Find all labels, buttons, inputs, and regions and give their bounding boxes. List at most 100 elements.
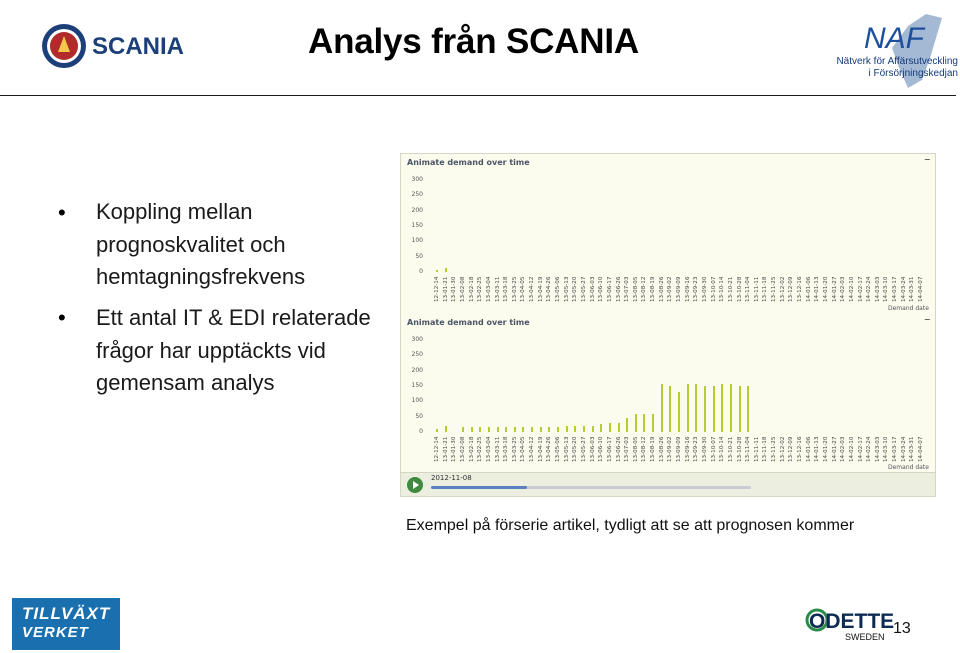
odette-logo: ODETTE SWEDEN [805,604,901,644]
x-tick-label: 13-04-26 [546,436,553,462]
bullet-marker: • [58,305,66,330]
x-tick-label: 13-10-07 [710,436,717,462]
x-tick-label: 13-09-23 [693,276,700,302]
x-tick-label: 13-05-27 [580,436,587,462]
y-tick-label: 150 [411,382,423,389]
chart-bar [470,427,473,432]
chart-bar [669,386,672,432]
x-tick-label: 13-08-12 [641,276,648,302]
x-tick-label: 13-03-11 [494,276,501,302]
chart-bar [479,427,482,432]
x-tick-label: 13-01-21 [442,276,449,302]
svg-text:NAF: NAF [864,22,926,55]
chart-bar [444,267,447,272]
play-icon [413,481,419,489]
x-tick-label: 14-01-13 [814,276,821,302]
timeline-bar [401,472,935,496]
x-tick-label: 13-02-18 [468,436,475,462]
x-tick-label: 13-06-03 [589,276,596,302]
x-tick-label: 13-02-25 [477,276,484,302]
svg-text:SWEDEN: SWEDEN [845,632,885,642]
x-tick-label: 12-12-14 [434,276,440,302]
x-tick-label: 13-09-16 [684,436,691,462]
x-tick-label: 13-06-17 [606,276,613,302]
x-tick-label: 14-01-06 [805,276,812,302]
bullet-text: Ett antal IT & EDI relaterade frågor har… [96,305,371,395]
x-tick-label: 13-11-11 [753,276,760,302]
chart-bar [582,425,585,432]
x-tick-label: 14-03-24 [900,276,907,302]
x-tick-label: 14-02-24 [866,276,873,302]
panel-title: Animate demand over time [407,158,530,167]
play-button[interactable] [407,477,423,493]
chart-bar [539,427,542,432]
bullet-text: Koppling mellan prognoskvalitet och hemt… [96,199,306,289]
x-tick-label: 13-06-03 [589,436,596,462]
y-tick-label: 250 [411,191,423,199]
caption: Exempel på förserie artikel, tydligt att… [406,517,855,534]
chart-bar [505,427,508,432]
chart-bar [496,427,499,432]
x-tick-label: 13-02-18 [468,276,475,302]
x-tick-label: 14-03-10 [883,436,890,462]
svg-text:ODETTE: ODETTE [809,610,894,633]
x-tick-label: 13-01-30 [451,276,458,302]
minimize-button[interactable]: – [924,154,930,165]
x-tick-label: 13-11-18 [762,436,769,462]
page-title: Analys från SCANIA [308,22,639,61]
x-tick-label: 13-12-02 [779,276,786,302]
y-tick-label: 300 [411,336,423,343]
x-tick-label: 13-05-20 [572,276,579,302]
x-tick-label: 13-04-26 [546,276,553,302]
x-tick-label: 13-12-02 [779,436,786,462]
chart-bar [444,425,447,432]
x-tick-label: 13-11-25 [771,436,778,462]
x-tick-label: 13-05-20 [572,436,579,462]
x-tick-label: 13-03-04 [485,436,492,462]
x-tick-label: 13-11-18 [762,276,769,302]
chart-bar [678,392,680,432]
chart-bar [548,427,551,432]
minimize-button[interactable]: – [924,314,930,325]
chart-bar [643,413,646,432]
x-tick-label: 14-01-13 [814,436,821,462]
x-tick-label: 14-03-10 [883,276,890,302]
x-tick-label: 13-03-18 [503,436,510,462]
x-tick-label: 13-01-21 [442,436,449,462]
chart-bar [695,384,698,432]
x-axis-label: Demand date [888,464,929,471]
x-tick-label: 13-02-08 [459,276,466,302]
x-tick-label: 14-01-27 [831,276,838,302]
x-tick-label: 13-05-27 [580,276,587,302]
x-tick-label: 13-03-25 [511,436,518,462]
x-tick-label: 13-11-25 [771,276,778,302]
x-tick-label: 13-05-06 [555,276,561,302]
y-tick-label: 50 [415,252,423,260]
x-tick-label: 14-01-20 [822,436,829,462]
x-tick-label: 13-09-30 [701,436,708,462]
slider-date: 2012-11-08 [431,474,472,482]
x-tick-label: 12-12-14 [434,436,440,462]
y-tick-label: 100 [411,237,423,245]
x-tick-label: 13-09-02 [667,276,674,302]
x-tick-label: 13-09-02 [667,436,674,462]
chart-bar [600,424,603,432]
x-tick-label: 14-02-10 [848,436,855,462]
timeline-slider[interactable] [431,486,751,489]
chart-bar [565,425,568,432]
x-tick-label: 14-03-24 [900,436,907,462]
x-tick-label: 13-06-26 [615,276,622,302]
x-tick-label: 13-03-25 [511,276,518,302]
x-tick-label: 13-08-19 [650,276,657,302]
y-tick-label: 100 [411,397,423,405]
chart-bar [617,422,620,432]
x-tick-label: 13-10-28 [736,276,743,302]
x-tick-label: 14-03-17 [892,436,899,462]
x-tick-label: 13-04-05 [520,436,527,462]
svg-text:SCANIA: SCANIA [92,33,184,60]
x-tick-label: 13-04-12 [529,436,536,462]
x-tick-label: 13-08-12 [641,436,648,462]
chart-bar [574,425,577,432]
x-tick-label: 13-12-09 [788,276,795,302]
y-tick-label: 150 [411,222,423,229]
